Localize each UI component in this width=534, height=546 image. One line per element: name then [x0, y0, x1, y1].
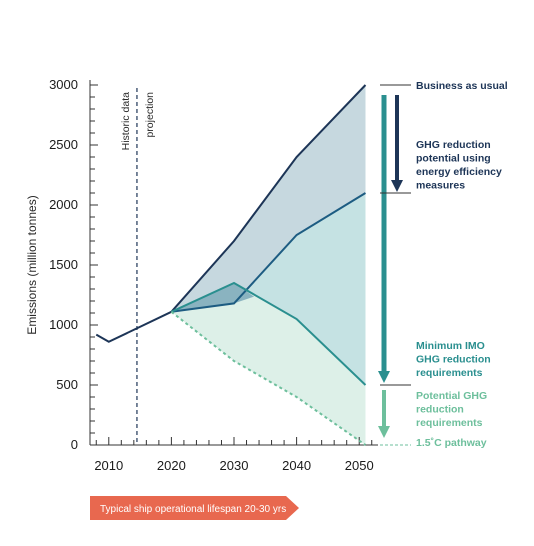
imo-line	[170, 281, 367, 386]
x-tick-label: 2050	[345, 458, 374, 473]
projection-label: projection	[144, 92, 156, 138]
annotation-potential: Potential GHG reduction requirements	[416, 390, 487, 429]
axes: 0 500 1000 1500 2000 2500 3000 2010 2020 2030 2040…	[25, 77, 378, 473]
historic-data-label: Historic data	[120, 92, 132, 151]
y-tick-label: 500	[56, 377, 78, 392]
lifespan-banner: Typical ship operational lifespan 20-30 …	[90, 496, 299, 520]
y-tick-label: 2000	[49, 197, 78, 212]
y-tick-label: 1000	[49, 317, 78, 332]
pathway-arrow-head	[378, 426, 390, 438]
efficiency-line	[171, 192, 366, 313]
x-tick-label: 2020	[157, 458, 186, 473]
annotation-labels: Business as usual GHG reduction potential …	[416, 80, 508, 449]
efficiency-arrow-head	[391, 180, 403, 192]
annotation-efficiency: GHG reduction potential using energy effic…	[416, 139, 502, 192]
annotation-pathway-1-5: 1.5˚C pathway	[416, 437, 487, 449]
y-tick-label: 2500	[49, 137, 78, 152]
historic-line	[95, 310, 172, 343]
banner-text: Typical ship operational lifespan 20-30 …	[100, 504, 286, 515]
series-lines	[95, 84, 367, 446]
banner-arrow	[90, 496, 299, 520]
y-tick-label: 1500	[49, 257, 78, 272]
annotation-imo: Minimum IMO GHG reduction requirements	[416, 340, 491, 379]
fill-efficiency-to-bau	[171, 85, 366, 312]
x-tick-label: 2010	[94, 458, 123, 473]
historic-divider: Historic data projection	[120, 88, 156, 445]
pathway-1-5-line	[170, 311, 367, 446]
x-tick-label: 2040	[282, 458, 311, 473]
y-axis-title: Emissions (million tonnes)	[25, 195, 39, 334]
imo-arrow-head	[378, 371, 390, 383]
fill-overlap	[171, 283, 255, 312]
y-tick-label: 0	[71, 437, 78, 452]
bau-line	[170, 84, 367, 313]
y-tick-label: 3000	[49, 77, 78, 92]
reduction-arrows	[378, 84, 411, 446]
x-tick-label: 2030	[220, 458, 249, 473]
annotation-bau: Business as usual	[416, 80, 508, 92]
